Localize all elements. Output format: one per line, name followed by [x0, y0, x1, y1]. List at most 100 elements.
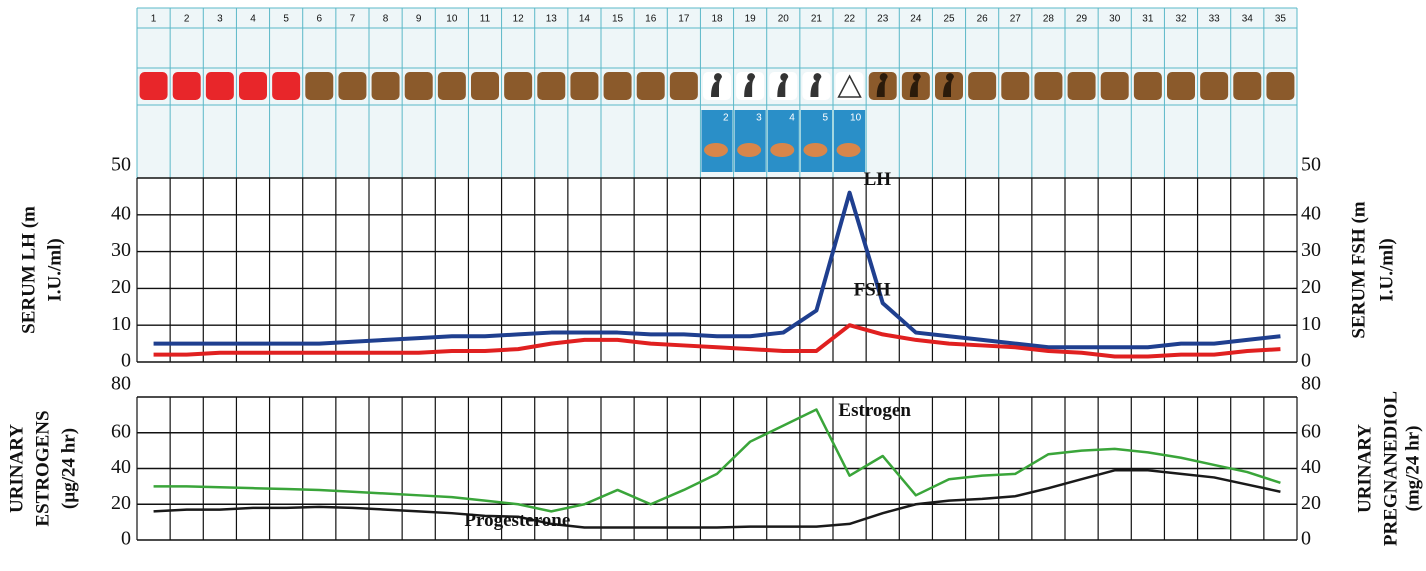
y2-tick-label: 0 [1301, 350, 1311, 372]
figure-icon [744, 73, 756, 97]
day-icon [537, 72, 566, 100]
figure-icon [777, 73, 789, 97]
day-icon [404, 72, 433, 100]
figure-icon [909, 73, 921, 97]
y-tick-label: 30 [111, 239, 131, 261]
y2-axis-title: I.U./ml) [1376, 238, 1397, 301]
day-icon [239, 72, 267, 100]
day-icon [205, 72, 234, 100]
day-icon [437, 72, 466, 100]
y-tick-label: 80 [111, 373, 131, 395]
stage-image [734, 110, 766, 172]
y2-axis-title: URINARY [1354, 424, 1375, 513]
y2-tick-label: 20 [1301, 276, 1321, 298]
y-tick-label: 50 [111, 154, 131, 176]
y2-tick-label: 40 [1301, 202, 1321, 224]
y2-tick-label: 10 [1301, 313, 1321, 335]
stage-label: 10 [850, 113, 862, 124]
day-icon [1233, 72, 1262, 100]
day-number: 3 [217, 14, 223, 25]
day-number: 24 [910, 14, 922, 25]
day-number: 23 [877, 14, 889, 25]
day-icon [338, 72, 367, 100]
series-label: FSH [854, 280, 891, 301]
day-number: 20 [778, 14, 790, 25]
day-number: 19 [745, 14, 757, 25]
stage-image-detail [704, 143, 728, 157]
stage-image [767, 110, 799, 172]
y-axis-title: URINARY [6, 424, 27, 513]
y-tick-label: 60 [111, 420, 131, 442]
day-number: 34 [1242, 14, 1254, 25]
day-number: 28 [1043, 14, 1055, 25]
series-line [153, 190, 1281, 350]
figure-icon [810, 73, 822, 97]
stage-image-detail [737, 143, 762, 157]
y-tick-label: 0 [121, 528, 131, 550]
day-number: 1 [151, 14, 157, 25]
day-icon [305, 72, 334, 100]
y-tick-label: 10 [111, 313, 131, 335]
day-number: 16 [645, 14, 657, 25]
warning-icon [837, 74, 862, 98]
day-number: 29 [1076, 14, 1088, 25]
day-icon [504, 72, 533, 100]
day-number: 22 [844, 14, 856, 25]
day-icon [636, 72, 665, 100]
y-tick-label: 0 [121, 350, 131, 372]
stage-label: 4 [789, 113, 795, 124]
day-number: 4 [250, 14, 256, 25]
day-number: 7 [350, 14, 356, 25]
day-icon [1266, 72, 1295, 100]
day-number: 13 [546, 14, 558, 25]
day-number: 35 [1275, 14, 1287, 25]
day-number: 18 [711, 14, 723, 25]
day-number: 33 [1209, 14, 1221, 25]
day-number: 27 [1010, 14, 1022, 25]
y2-tick-label: 20 [1301, 492, 1321, 514]
day-number: 25 [943, 14, 955, 25]
y2-tick-label: 80 [1301, 373, 1321, 395]
y2-axis-title: SERUM FSH (m [1348, 201, 1369, 338]
day-icon [603, 72, 632, 100]
day-number: 5 [283, 14, 289, 25]
day-number: 15 [612, 14, 624, 25]
y-axis-title: I.U./ml) [44, 238, 65, 301]
day-number: 30 [1109, 14, 1121, 25]
day-icon [1034, 72, 1063, 100]
day-number: 32 [1175, 14, 1187, 25]
day-icon [570, 72, 599, 100]
y2-tick-label: 50 [1301, 154, 1321, 176]
day-number: 17 [678, 14, 690, 25]
day-icon [272, 72, 301, 100]
day-icon [669, 72, 698, 100]
day-number: 2 [184, 14, 190, 25]
stage-image-detail [836, 143, 861, 157]
y2-tick-label: 0 [1301, 528, 1311, 550]
y-tick-label: 20 [111, 276, 131, 298]
y2-tick-label: 30 [1301, 239, 1321, 261]
stage-label: 5 [822, 113, 828, 124]
day-icon [371, 72, 400, 100]
figure-icon [943, 73, 954, 97]
stage-image [834, 110, 866, 172]
stage-image-detail [803, 143, 828, 157]
day-number: 14 [579, 14, 591, 25]
day-icon [172, 72, 201, 100]
day-number: 21 [811, 14, 823, 25]
day-icon [1200, 72, 1229, 100]
day-number: 26 [977, 14, 989, 25]
y-axis-title: ESTROGENS [32, 410, 53, 526]
day-number: 8 [383, 14, 389, 25]
day-number: 11 [480, 14, 491, 25]
stage-image [701, 110, 733, 172]
y-tick-label: 40 [111, 456, 131, 478]
day-icon [1100, 72, 1129, 100]
day-number: 10 [446, 14, 458, 25]
day-number: 12 [513, 14, 525, 25]
day-icon [1067, 72, 1096, 100]
day-number: 31 [1142, 14, 1154, 25]
y2-axis-title: (mg/24 hr) [1402, 425, 1423, 511]
series-line [153, 408, 1281, 513]
